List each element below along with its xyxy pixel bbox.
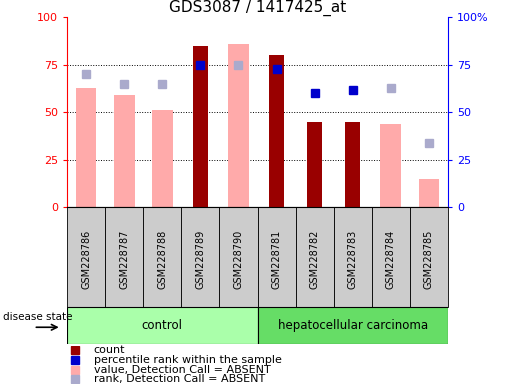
Text: disease state: disease state bbox=[3, 313, 73, 323]
Text: value, Detection Call = ABSENT: value, Detection Call = ABSENT bbox=[94, 364, 270, 375]
Text: rank, Detection Call = ABSENT: rank, Detection Call = ABSENT bbox=[94, 374, 265, 384]
Bar bbox=[143, 207, 181, 307]
Bar bbox=[372, 207, 410, 307]
Bar bbox=[193, 46, 208, 207]
Bar bbox=[419, 179, 439, 207]
Bar bbox=[334, 207, 372, 307]
Bar bbox=[114, 95, 134, 207]
Bar bbox=[381, 124, 401, 207]
Text: GSM228783: GSM228783 bbox=[348, 230, 358, 289]
Text: GSM228788: GSM228788 bbox=[157, 230, 167, 289]
Text: percentile rank within the sample: percentile rank within the sample bbox=[94, 355, 282, 365]
Text: control: control bbox=[142, 319, 183, 332]
Bar bbox=[105, 207, 143, 307]
Text: GSM228785: GSM228785 bbox=[424, 230, 434, 289]
Title: GDS3087 / 1417425_at: GDS3087 / 1417425_at bbox=[169, 0, 346, 16]
Text: GSM228786: GSM228786 bbox=[81, 230, 91, 289]
Bar bbox=[76, 88, 96, 207]
Bar bbox=[67, 207, 105, 307]
Bar bbox=[181, 207, 219, 307]
Text: hepatocellular carcinoma: hepatocellular carcinoma bbox=[278, 319, 428, 332]
Bar bbox=[228, 44, 249, 207]
Text: GSM228789: GSM228789 bbox=[195, 230, 205, 289]
Bar bbox=[307, 122, 322, 207]
Text: GSM228784: GSM228784 bbox=[386, 230, 396, 289]
Text: GSM228787: GSM228787 bbox=[119, 230, 129, 289]
Text: GSM228782: GSM228782 bbox=[310, 230, 320, 289]
Bar bbox=[258, 207, 296, 307]
Bar bbox=[258, 307, 448, 344]
Text: GSM228781: GSM228781 bbox=[271, 230, 282, 289]
Bar bbox=[345, 122, 360, 207]
Bar bbox=[67, 307, 258, 344]
Text: count: count bbox=[94, 345, 125, 356]
Bar bbox=[269, 55, 284, 207]
Bar bbox=[219, 207, 258, 307]
Bar bbox=[152, 111, 173, 207]
Bar bbox=[296, 207, 334, 307]
Bar bbox=[410, 207, 448, 307]
Text: GSM228790: GSM228790 bbox=[233, 230, 244, 289]
